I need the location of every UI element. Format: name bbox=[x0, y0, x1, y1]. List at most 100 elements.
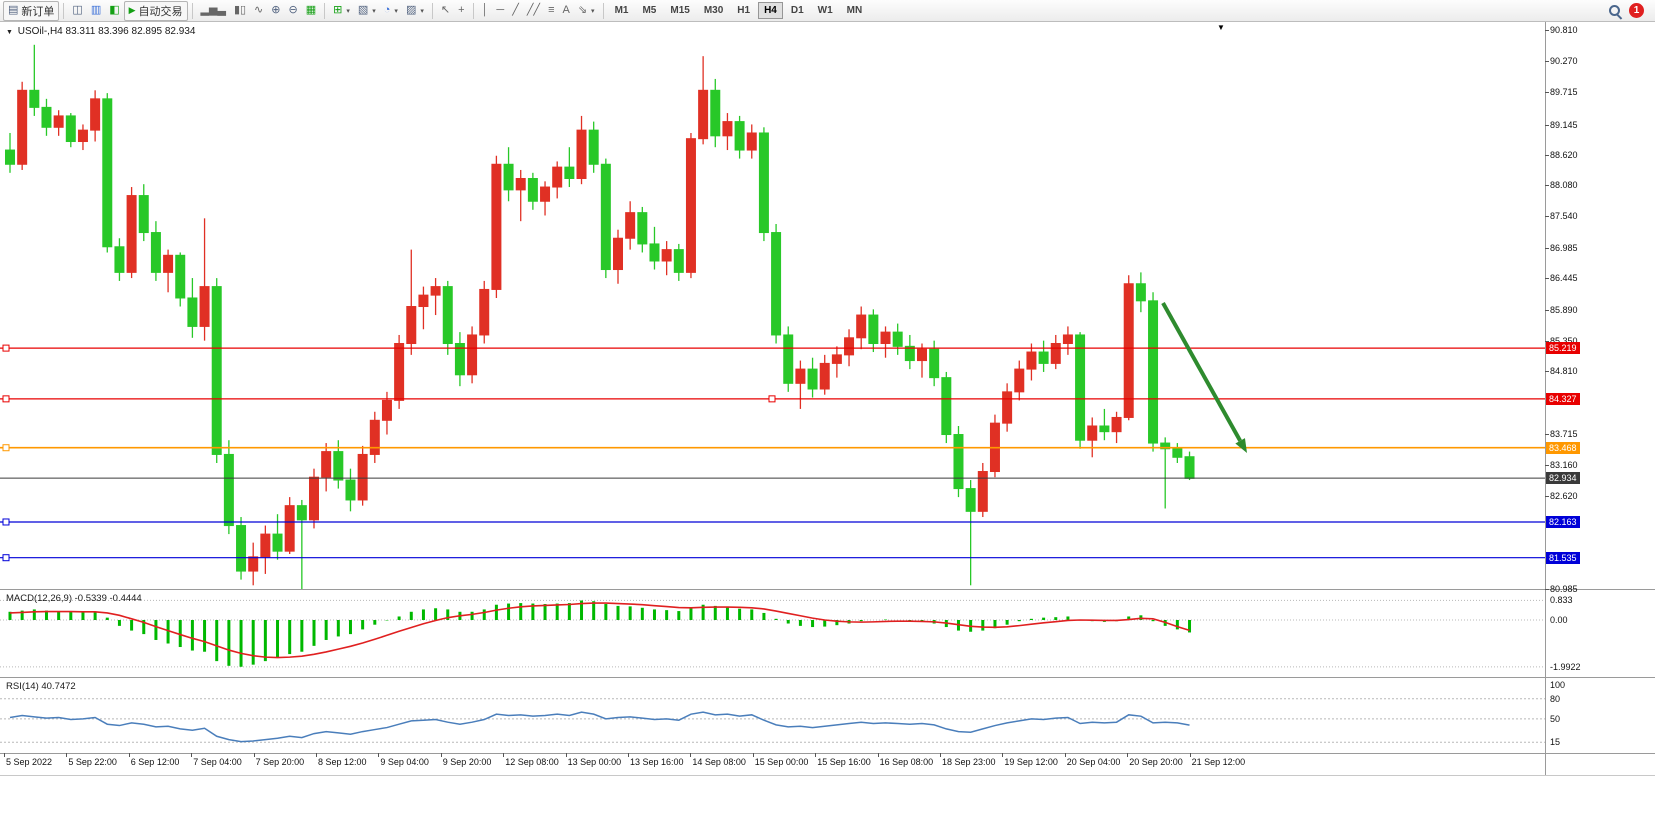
candle bbox=[29, 89, 40, 108]
templates-icon: ▨ bbox=[405, 4, 417, 16]
timeframe-button-m5[interactable]: M5 bbox=[642, 5, 657, 16]
candle bbox=[175, 254, 186, 299]
candle bbox=[284, 505, 295, 552]
panel-divider[interactable] bbox=[0, 677, 1655, 678]
navigator-button[interactable]: ◧ bbox=[105, 2, 123, 20]
candle bbox=[236, 525, 247, 572]
templates-button[interactable]: ▨ ▾ bbox=[402, 2, 428, 20]
candle bbox=[41, 106, 52, 128]
candle bbox=[5, 149, 15, 165]
auto-trading-icon: ▶ bbox=[128, 5, 136, 15]
new-order-button[interactable]: ▤ 新订单 bbox=[3, 0, 60, 21]
channel-button[interactable]: ╱╱ bbox=[523, 2, 544, 20]
channel-icon: ╱╱ bbox=[526, 4, 541, 16]
market-watch-button[interactable]: ◫ bbox=[68, 2, 86, 20]
price-badge: 82.934 bbox=[1546, 472, 1580, 485]
timeframe-button-m1[interactable]: M1 bbox=[614, 5, 629, 16]
time-axis-label: 9 Sep 04:00 bbox=[380, 757, 429, 767]
candle bbox=[1062, 334, 1073, 344]
timeframe-button-w1[interactable]: W1 bbox=[817, 5, 833, 16]
symbol-dropdown-icon[interactable]: ▼ bbox=[6, 29, 13, 36]
candle bbox=[515, 177, 526, 191]
candle bbox=[211, 286, 222, 455]
price-badge: 85.219 bbox=[1546, 342, 1580, 355]
toolbar-separator bbox=[472, 2, 474, 19]
arrows-tool-button[interactable]: ⇘ ▾ bbox=[574, 2, 599, 20]
candle bbox=[503, 163, 514, 191]
trendline-button[interactable]: ╱ bbox=[508, 2, 523, 20]
data-window-icon: ▥ bbox=[90, 4, 102, 16]
price-axis-divider[interactable] bbox=[1545, 22, 1546, 775]
macd-tick-label: -1.9922 bbox=[1550, 661, 1581, 672]
new-order-icon: ▤ bbox=[8, 4, 19, 16]
bar-chart-button[interactable]: ▂▅▃ bbox=[197, 2, 230, 20]
timeframe-button-mn[interactable]: MN bbox=[846, 5, 863, 16]
vertical-line-button[interactable]: │ bbox=[478, 2, 493, 20]
candle bbox=[248, 556, 259, 572]
candle bbox=[381, 399, 392, 421]
candle bbox=[831, 354, 842, 364]
rsi-tick-label: 15 bbox=[1550, 737, 1561, 748]
price-tick-label: 86.445 bbox=[1550, 273, 1578, 284]
time-axis-label: 7 Sep 20:00 bbox=[255, 757, 305, 767]
line-handle bbox=[768, 395, 776, 403]
market-watch-icon: ◫ bbox=[72, 4, 83, 16]
candle bbox=[150, 232, 161, 273]
auto-trading-button[interactable]: ▶ 自动交易 bbox=[123, 0, 188, 21]
candle bbox=[394, 342, 405, 401]
time-axis-label: 18 Sep 23:00 bbox=[942, 757, 996, 767]
tile-windows-button[interactable]: ▦ bbox=[302, 2, 320, 20]
candle bbox=[600, 163, 611, 271]
line-chart-button[interactable]: ∿ bbox=[250, 2, 267, 20]
price-tick-label: 83.160 bbox=[1550, 460, 1578, 471]
notification-count: 1 bbox=[1633, 5, 1640, 16]
price-chart-canvas[interactable] bbox=[0, 22, 1545, 590]
candle bbox=[795, 368, 806, 384]
search-icon[interactable] bbox=[1607, 3, 1623, 19]
fibonacci-button[interactable]: ≡ bbox=[544, 2, 558, 20]
indicators-button[interactable]: ⊞ ▾ bbox=[329, 2, 354, 20]
candle bbox=[1160, 442, 1171, 450]
zoom-out-icon: ⊖ bbox=[288, 4, 298, 16]
timeframe-button-d1[interactable]: D1 bbox=[790, 5, 804, 16]
timeframe-button-h4[interactable]: H4 bbox=[758, 2, 783, 19]
periods-button[interactable]: ◔ ▾ bbox=[380, 2, 402, 20]
crosshair-button[interactable]: + bbox=[454, 2, 468, 20]
candle bbox=[1123, 283, 1134, 418]
line-handle bbox=[2, 344, 10, 352]
candle bbox=[1026, 351, 1037, 370]
zoom-in-button[interactable]: ⊕ bbox=[267, 2, 284, 20]
price-tick-label: 88.080 bbox=[1550, 180, 1578, 191]
candle bbox=[418, 294, 429, 308]
candle bbox=[114, 246, 125, 273]
macd-panel-canvas[interactable] bbox=[0, 590, 1545, 678]
timeframe-button-h1[interactable]: H1 bbox=[737, 5, 751, 16]
indicators-icon: ⊞ bbox=[333, 4, 343, 16]
candle bbox=[917, 348, 927, 362]
timeframe-button-m15[interactable]: M15 bbox=[670, 5, 690, 16]
cursor-button[interactable]: ↖ bbox=[437, 2, 454, 20]
candle bbox=[965, 488, 976, 512]
candle bbox=[564, 166, 575, 179]
candle bbox=[333, 451, 344, 481]
panel-divider[interactable] bbox=[0, 589, 1655, 590]
rsi-panel-canvas[interactable] bbox=[0, 678, 1545, 753]
candle bbox=[649, 243, 660, 262]
candle bbox=[771, 232, 782, 336]
time-axis-label: 8 Sep 12:00 bbox=[318, 757, 367, 767]
notification-badge[interactable]: 1 bbox=[1629, 3, 1644, 18]
navigator-icon: ◧ bbox=[109, 4, 120, 16]
time-axis-label: 9 Sep 20:00 bbox=[442, 757, 492, 767]
new-chart-button[interactable]: ▧ ▾ bbox=[354, 2, 380, 20]
text-tool-button[interactable]: A bbox=[558, 2, 573, 20]
candle bbox=[807, 368, 818, 390]
macd-tick-label: 0.00 bbox=[1550, 615, 1568, 625]
price-tick-label: 88.620 bbox=[1550, 149, 1578, 160]
data-window-button[interactable]: ▥ bbox=[87, 2, 105, 20]
timeframe-button-m30[interactable]: M30 bbox=[703, 5, 724, 16]
toolbar-separator bbox=[324, 2, 326, 19]
horizontal-line-button[interactable]: ─ bbox=[492, 2, 508, 20]
candlestick-chart-button[interactable]: ▮▯ bbox=[230, 2, 250, 20]
scroll-to-end-marker[interactable]: ▼ bbox=[1217, 23, 1225, 32]
zoom-out-button[interactable]: ⊖ bbox=[284, 2, 301, 20]
